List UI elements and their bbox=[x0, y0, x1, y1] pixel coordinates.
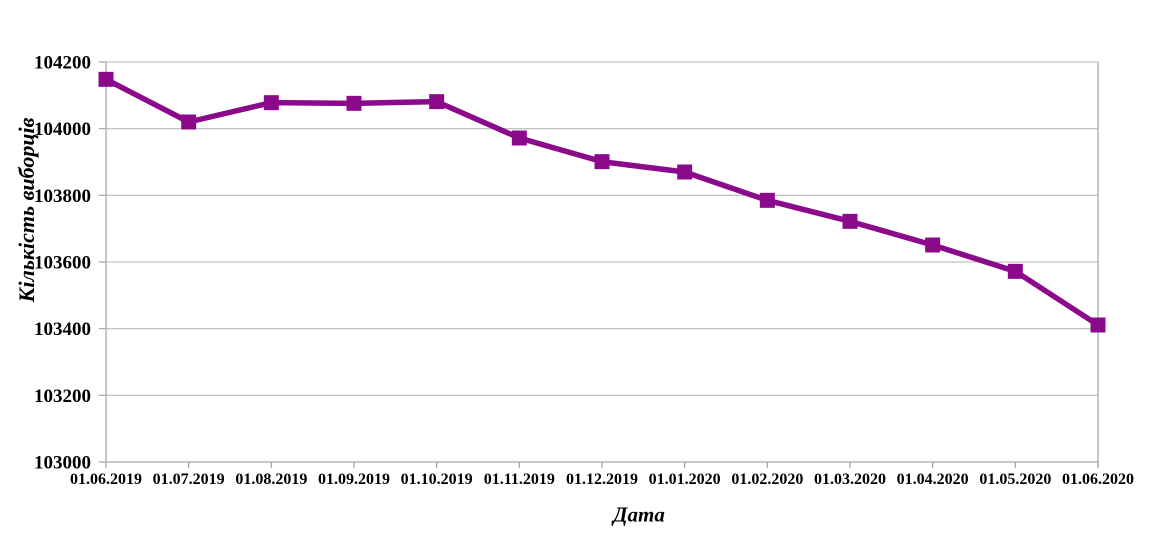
y-tick-label: 103800 bbox=[34, 186, 91, 207]
x-tick-label: 01.06.2019 bbox=[70, 471, 142, 488]
data-point-marker bbox=[263, 95, 279, 111]
x-tick-label: 01.08.2019 bbox=[235, 471, 307, 488]
data-point-marker bbox=[1007, 263, 1023, 279]
y-tick-label: 103200 bbox=[34, 386, 91, 407]
data-point-marker bbox=[842, 213, 858, 229]
data-point-marker bbox=[925, 237, 941, 253]
y-tick-label: 103600 bbox=[34, 253, 91, 274]
data-point-marker bbox=[346, 95, 362, 111]
x-tick-label: 01.02.2020 bbox=[731, 471, 803, 488]
x-tick-label: 01.12.2019 bbox=[566, 471, 638, 488]
y-tick-label: 103000 bbox=[34, 453, 91, 474]
x-tick-label: 01.09.2019 bbox=[318, 471, 390, 488]
x-tick-label: 01.10.2019 bbox=[401, 471, 473, 488]
x-tick-label: 01.11.2019 bbox=[484, 471, 555, 488]
x-tick-label: 01.07.2019 bbox=[153, 471, 225, 488]
y-tick-label: 104200 bbox=[34, 53, 91, 74]
x-axis-title: Дата bbox=[613, 502, 665, 527]
data-point-marker bbox=[511, 130, 527, 146]
data-point-marker bbox=[677, 164, 693, 180]
data-point-marker bbox=[594, 154, 610, 170]
x-tick-label: 01.03.2020 bbox=[814, 471, 886, 488]
data-point-marker bbox=[759, 192, 775, 208]
x-tick-label: 01.06.2020 bbox=[1062, 471, 1134, 488]
y-tick-label: 104000 bbox=[34, 119, 91, 140]
y-tick-label: 103400 bbox=[34, 319, 91, 340]
data-point-marker bbox=[429, 94, 445, 110]
data-point-marker bbox=[98, 71, 114, 87]
x-tick-label: 01.05.2020 bbox=[979, 471, 1051, 488]
x-tick-label: 01.04.2020 bbox=[897, 471, 969, 488]
series-line bbox=[103, 76, 1101, 328]
data-point-marker bbox=[181, 114, 197, 130]
x-tick-label: 01.01.2020 bbox=[649, 471, 721, 488]
data-point-marker bbox=[1090, 317, 1106, 333]
